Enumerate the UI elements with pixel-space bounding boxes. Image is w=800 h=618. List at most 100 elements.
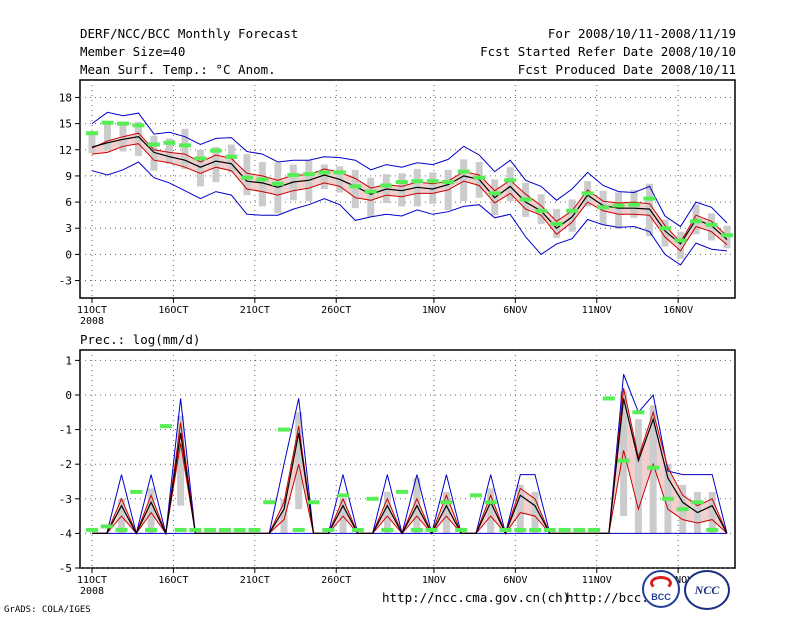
prec-y-tick-label: -1 <box>59 424 72 437</box>
temp-lower-line <box>91 161 728 266</box>
temp-x-year-label: 2008 <box>80 316 104 327</box>
temp-observed-marker <box>643 196 656 201</box>
temp-ensemble-bar <box>615 192 623 230</box>
temp-ensemble-bar <box>568 199 576 232</box>
temp-observed-marker <box>240 175 253 180</box>
prec-x-tick-label: 21OCT <box>240 575 270 586</box>
temp-observed-marker <box>194 156 207 161</box>
prec-median-line <box>92 398 728 536</box>
temp-observed-marker <box>457 169 470 174</box>
temp-ensemble-bar <box>119 124 127 152</box>
temp-ensemble-bar <box>677 231 685 259</box>
prec-observed-marker <box>381 527 394 532</box>
prec-observed-marker <box>529 527 542 532</box>
temp-observed-marker <box>287 173 300 178</box>
temp-observed-marker <box>163 140 176 145</box>
temp-x-tick-label: 6NOV <box>503 305 527 316</box>
prec-observed-marker <box>632 410 645 415</box>
prec-observed-marker <box>706 527 719 532</box>
temp-observed-marker <box>132 123 145 128</box>
prec-y-tick-label: -2 <box>59 458 72 471</box>
temp-median-line <box>91 136 728 245</box>
header-variable: Mean Surf. Temp.: °C Anom. <box>80 62 276 77</box>
prec-x-tick-label: 11NOV <box>582 575 612 586</box>
prec-observed-marker <box>469 493 482 498</box>
temp-observed-marker <box>612 203 625 208</box>
temp-observed-marker <box>116 121 129 126</box>
prec-ensemble-bar <box>620 391 628 517</box>
temp-y-tick-label: 0 <box>65 248 72 261</box>
prec-ensemble-bar <box>177 415 185 506</box>
prec-observed-marker <box>145 527 158 532</box>
temp-y-tick-label: -3 <box>59 275 72 288</box>
temp-observed-marker <box>256 177 269 182</box>
ncc-logo: NCC <box>684 570 730 610</box>
prec-observed-marker <box>233 527 246 532</box>
prec-ensemble-bar <box>516 484 524 534</box>
prec-x-tick-label: 6NOV <box>503 575 527 586</box>
temp-observed-marker <box>349 184 362 189</box>
prec-observed-marker <box>676 507 689 512</box>
temp-observed-marker <box>473 175 486 180</box>
temp-observed-marker <box>535 208 548 213</box>
precip-title: Prec.: log(mm/d) <box>80 332 201 347</box>
prec-observed-marker <box>218 527 231 532</box>
temp-observed-marker <box>550 221 563 226</box>
prec-observed-marker <box>543 527 556 532</box>
temp-observed-marker <box>395 180 408 185</box>
bcc-logo-text: BCC <box>651 592 671 602</box>
prec-observed-marker <box>115 527 128 532</box>
temp-observed-marker <box>504 178 517 183</box>
prec-observed-marker <box>130 489 143 494</box>
header-start-date: Fcst Started Refer Date 2008/10/10 <box>480 44 736 59</box>
prec-observed-marker <box>602 396 615 401</box>
prec-ensemble-bar <box>383 491 391 534</box>
header-title: DERF/NCC/BCC Monthly Forecast <box>80 26 299 41</box>
temp-x-tick-label: 21OCT <box>240 305 270 316</box>
prec-ensemble-bar <box>634 419 642 534</box>
prec-observed-marker <box>514 527 527 532</box>
temp-ensemble-bar <box>351 169 359 209</box>
temp-observed-marker <box>86 131 98 136</box>
temp-observed-marker <box>380 183 393 188</box>
temp-ensemble-bar <box>243 154 251 196</box>
temp-observed-marker <box>302 172 315 177</box>
temp-ensemble-bar <box>320 164 328 189</box>
temp-ensemble-bar <box>429 172 437 204</box>
prec-observed-marker <box>263 500 276 505</box>
temp-observed-marker <box>690 219 703 224</box>
temp-ensemble-bar <box>150 135 158 171</box>
temp-observed-marker <box>721 233 733 238</box>
prec-observed-marker <box>455 527 468 532</box>
header-period: For 2008/10/11-2008/11/19 <box>547 26 736 41</box>
bcc-logo: BCC <box>642 570 680 608</box>
prec-x-year-label: 2008 <box>80 586 104 597</box>
temp-x-tick-label: 26OCT <box>321 305 351 316</box>
temp-ci-low-line <box>91 143 728 252</box>
prec-observed-marker <box>617 458 630 463</box>
temp-observed-marker <box>674 238 687 243</box>
prec-observed-marker <box>322 527 335 532</box>
temp-x-tick-label: 16NOV <box>663 305 693 316</box>
temp-ensemble-bar <box>661 219 669 247</box>
temp-plot-frame <box>79 79 736 299</box>
prec-plot-frame <box>79 349 736 569</box>
prec-observed-marker <box>189 527 202 532</box>
ncc-url[interactable]: http://ncc.cma.gov.cn(ch) <box>382 590 571 605</box>
temp-x-tick-label: 16OCT <box>158 305 188 316</box>
prec-y-tick-label: 0 <box>65 389 72 402</box>
prec-ensemble-bar <box>147 488 155 534</box>
prec-observed-marker <box>366 496 379 501</box>
prec-observed-marker <box>86 527 98 532</box>
temp-observed-marker <box>581 191 594 196</box>
temp-observed-marker <box>705 222 718 227</box>
temp-ensemble-bar <box>506 167 514 202</box>
temp-observed-marker <box>426 179 439 184</box>
temp-ensemble-bar <box>274 162 282 214</box>
prec-observed-marker <box>647 465 660 470</box>
temp-observed-marker <box>318 170 331 175</box>
bcc-url[interactable]: http://bcc. <box>566 590 649 605</box>
prec-observed-marker <box>588 527 601 532</box>
prec-observed-marker <box>499 527 512 532</box>
prec-x-tick-label: 26OCT <box>321 575 351 586</box>
